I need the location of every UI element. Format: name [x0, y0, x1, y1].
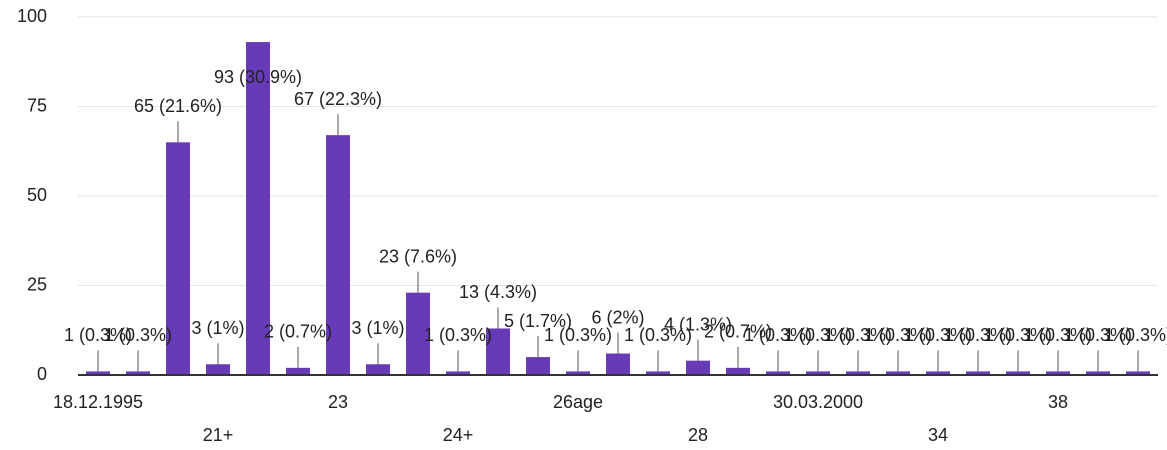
- data-label: 5 (1.7%): [504, 311, 572, 331]
- data-label: 3 (1%): [191, 318, 244, 338]
- bar: [166, 142, 190, 375]
- bar: [126, 371, 150, 375]
- bar: [566, 371, 590, 375]
- data-label: 1 (0.3%): [824, 325, 892, 345]
- y-tick-label: 0: [37, 364, 47, 384]
- bar: [726, 367, 750, 375]
- data-label: 1 (0.3%): [784, 325, 852, 345]
- x-tick-label: 34: [928, 425, 948, 445]
- bar: [486, 328, 510, 375]
- bar: [766, 371, 790, 375]
- bar: [446, 371, 470, 375]
- data-label: 1 (0.3%): [744, 325, 812, 345]
- data-label: 93 (30.9%): [214, 67, 302, 87]
- data-label: 1 (0.3%): [1104, 325, 1167, 345]
- bar: [286, 367, 310, 375]
- data-label: 1 (0.3%): [984, 325, 1052, 345]
- bar: [606, 353, 630, 375]
- bar: [526, 357, 550, 375]
- data-label: 1 (0.3%): [64, 325, 132, 345]
- data-label: 1 (0.3%): [424, 325, 492, 345]
- x-tick-label: 23: [328, 392, 348, 412]
- bar: [246, 42, 270, 376]
- data-label: 1 (0.3%): [1064, 325, 1132, 345]
- data-label: 1 (0.3%): [904, 325, 972, 345]
- bar: [1126, 371, 1150, 375]
- x-tick-label: 30.03.2000: [773, 392, 863, 412]
- bar: [646, 371, 670, 375]
- data-label: 67 (22.3%): [294, 89, 382, 109]
- bar: [926, 371, 950, 375]
- data-label: 1 (0.3%): [864, 325, 932, 345]
- x-tick-label: 18.12.1995: [53, 392, 143, 412]
- bar: [406, 292, 430, 375]
- bar: [1046, 371, 1070, 375]
- bar: [686, 360, 710, 375]
- bar: [1006, 371, 1030, 375]
- x-tick-label: 26age: [553, 392, 603, 412]
- data-label: 65 (21.6%): [134, 96, 222, 116]
- data-label: 4 (1.3%): [664, 314, 732, 334]
- bar: [86, 371, 110, 375]
- x-tick-label: 28: [688, 425, 708, 445]
- x-tick-label: 21+: [203, 425, 234, 445]
- data-label: 1 (0.3%): [624, 325, 692, 345]
- y-tick-label: 100: [17, 6, 47, 26]
- data-label: 13 (4.3%): [459, 282, 537, 302]
- x-tick-label: 24+: [443, 425, 474, 445]
- y-tick-label: 50: [27, 185, 47, 205]
- bar: [1086, 371, 1110, 375]
- bar: [846, 371, 870, 375]
- data-label: 6 (2%): [591, 307, 644, 327]
- data-label: 2 (0.7%): [264, 322, 332, 342]
- bar: [366, 364, 390, 375]
- data-label: 1 (0.3%): [544, 325, 612, 345]
- y-tick-label: 25: [27, 274, 47, 294]
- data-label: 2 (0.7%): [704, 322, 772, 342]
- bar: [886, 371, 910, 375]
- bar: [326, 135, 350, 375]
- data-label: 3 (1%): [351, 318, 404, 338]
- data-label: 23 (7.6%): [379, 246, 457, 266]
- bar: [206, 364, 230, 375]
- y-tick-label: 75: [27, 95, 47, 115]
- data-label: 1 (0.3%): [104, 325, 172, 345]
- data-label: 1 (0.3%): [944, 325, 1012, 345]
- data-label: 1 (0.3%): [1024, 325, 1092, 345]
- x-tick-label: 38: [1048, 392, 1068, 412]
- bar: [966, 371, 990, 375]
- bar: [806, 371, 830, 375]
